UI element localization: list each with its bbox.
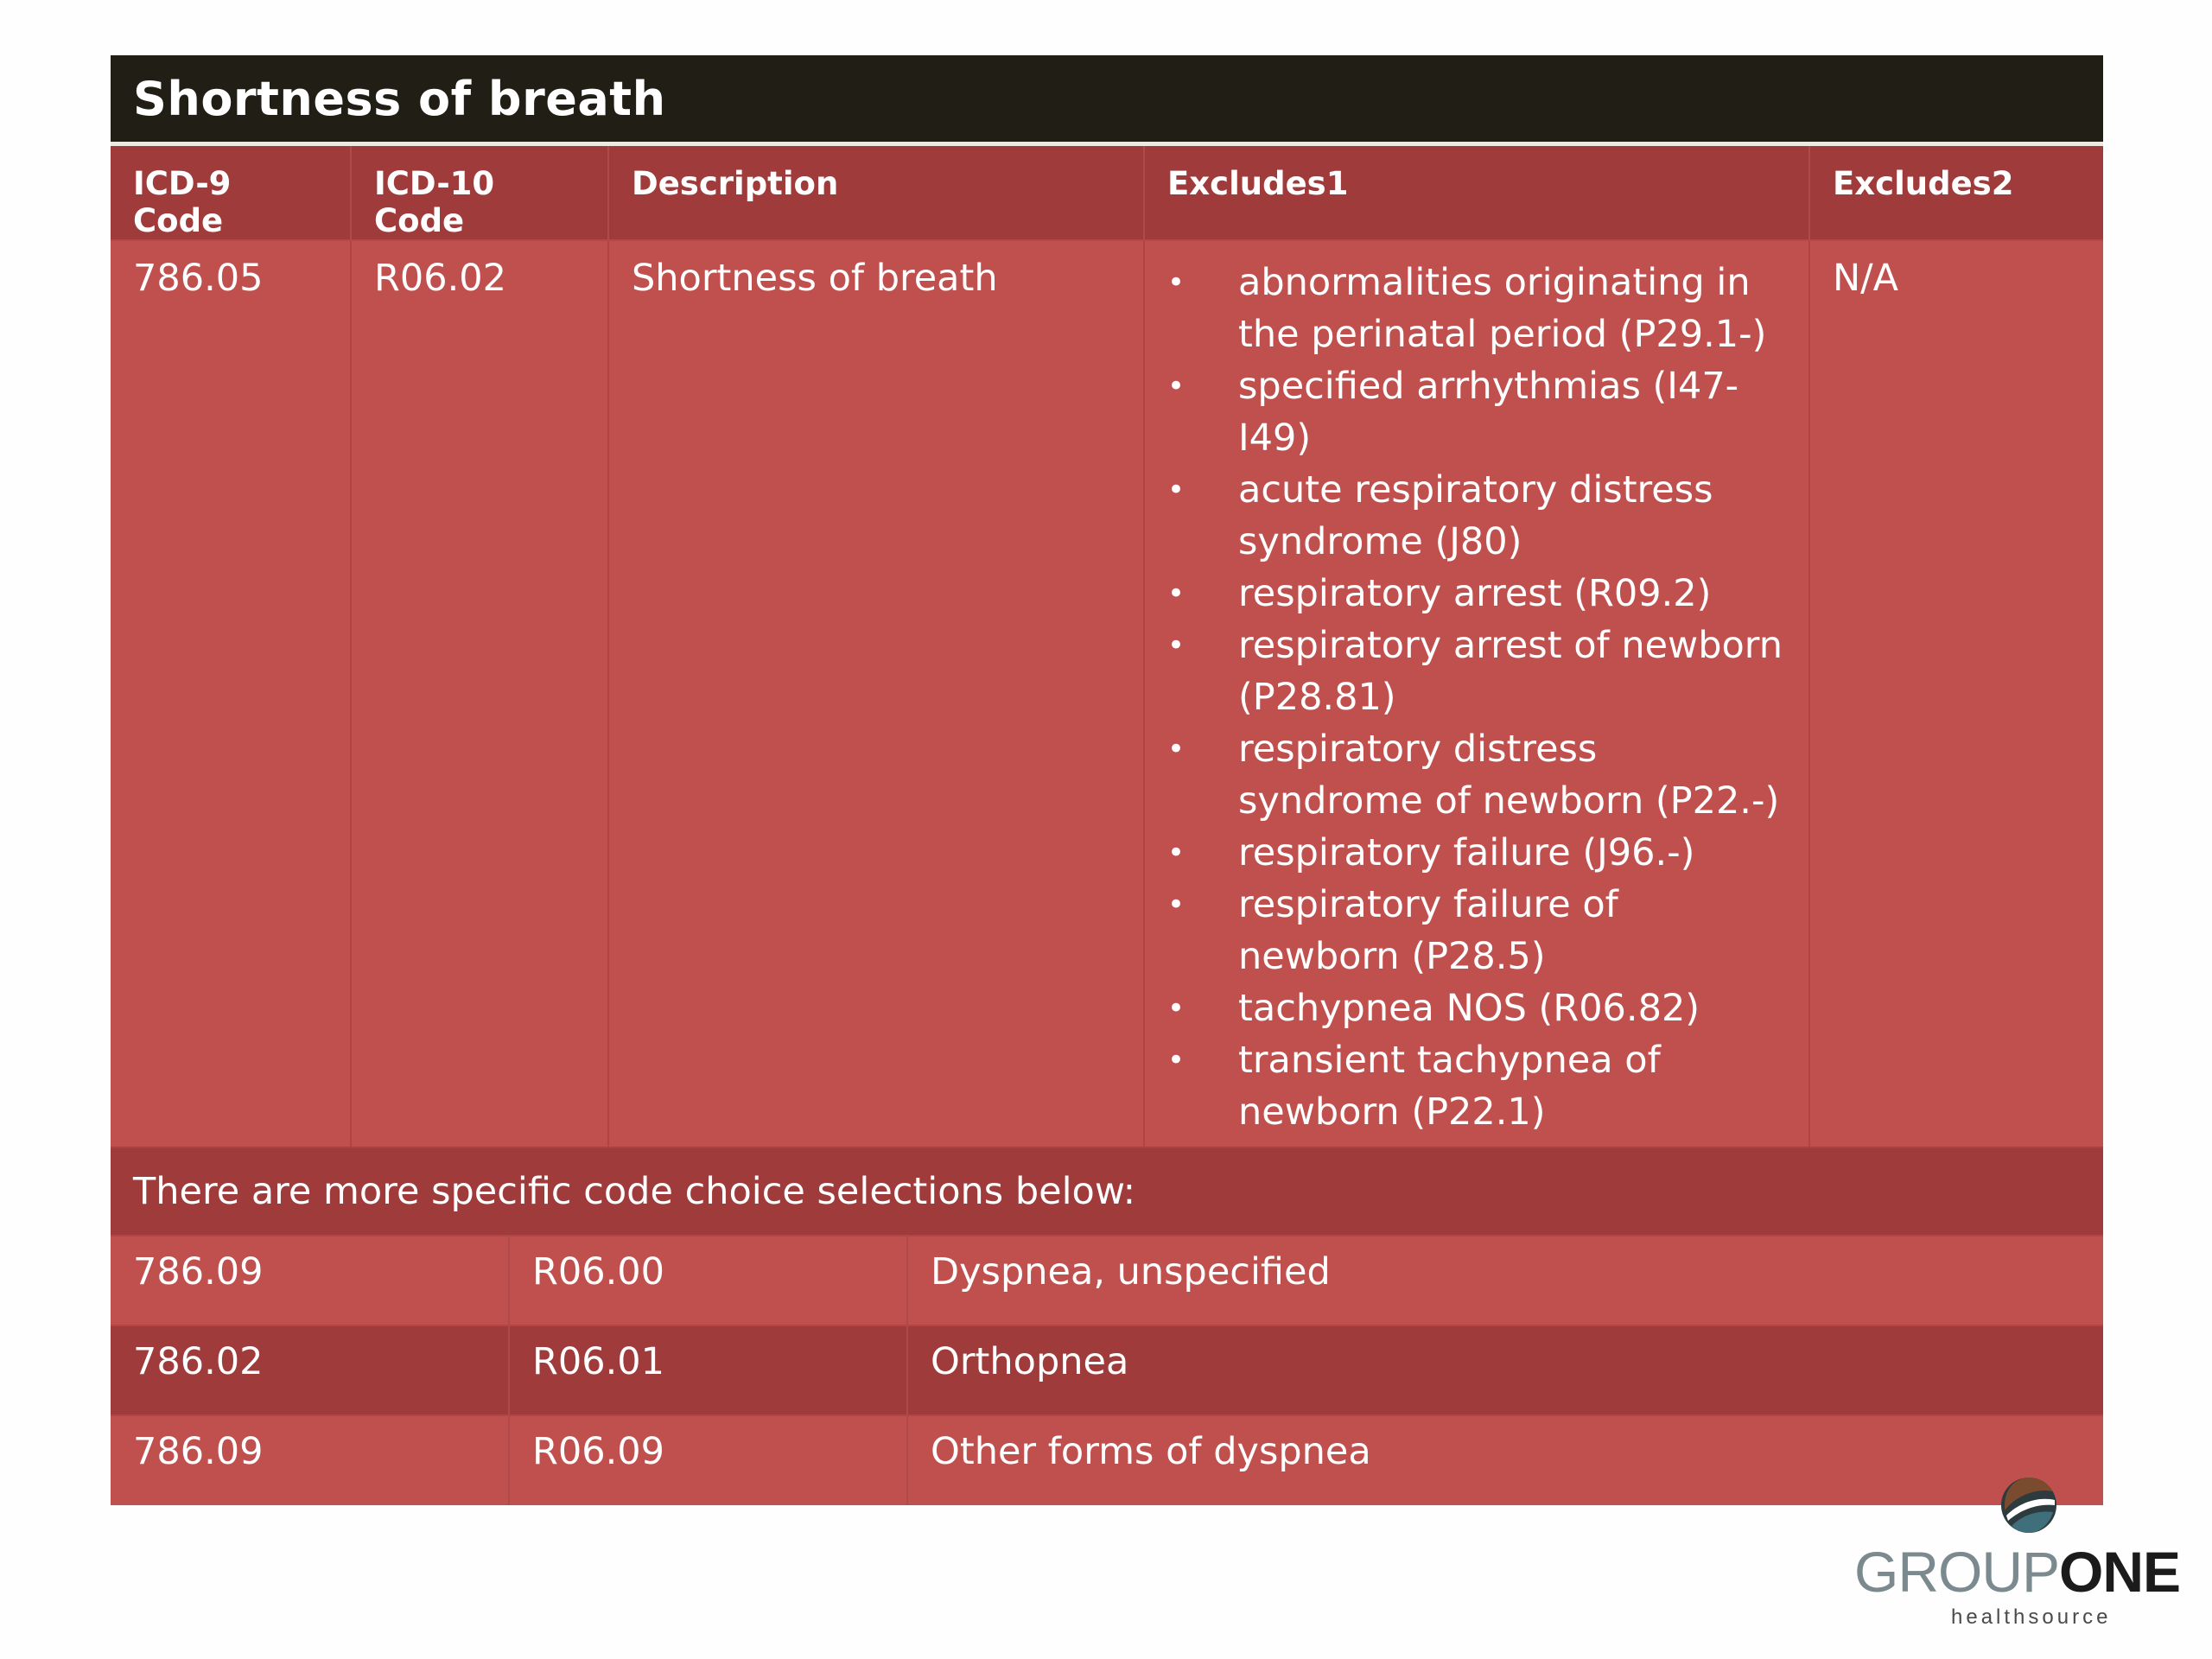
note-row: There are more specific code choice sele…: [111, 1147, 2103, 1235]
cell-icd10: R06.02: [351, 239, 609, 1147]
cell-icd9: 786.02: [111, 1325, 510, 1415]
list-item: respiratory arrest (R09.2): [1167, 568, 1786, 620]
table-row: 786.05 R06.02 Shortness of breath abnorm…: [111, 239, 2103, 1147]
list-item: respiratory arrest of newborn (P28.81): [1167, 620, 1786, 723]
cell-description: Shortness of breath: [608, 239, 1145, 1147]
title-bar: Shortness of breath: [111, 55, 2103, 146]
page-title: Shortness of breath: [133, 71, 666, 126]
cell-icd9: 786.09: [111, 1414, 510, 1505]
header-icd9: ICD-9 Code: [111, 146, 352, 240]
specific-codes-table: 786.09 R06.00 Dyspnea, unspecified 786.0…: [111, 1235, 2103, 1505]
list-item: acute respiratory distress syndrome (J80…: [1167, 464, 1786, 568]
main-code-table: ICD-9 Code ICD-10 Code Description Exclu…: [111, 146, 2103, 1147]
list-item: respiratory distress syndrome of newborn…: [1167, 723, 1786, 827]
excludes1-list: abnormalities originating in the perinat…: [1167, 257, 1786, 1138]
cell-description: Orthopnea: [907, 1325, 2103, 1415]
logo-wordmark: GROUPONE: [1854, 1540, 2181, 1604]
globe-logo-icon: [2001, 1478, 2056, 1533]
cell-excludes1: abnormalities originating in the perinat…: [1144, 239, 1810, 1147]
header-icd10: ICD-10 Code: [351, 146, 609, 240]
cell-icd10: R06.09: [509, 1414, 908, 1505]
table-row: 786.09 R06.09 Other forms of dyspnea: [111, 1414, 2103, 1505]
code-table: Shortness of breath ICD-9 Code ICD-10 Co…: [111, 55, 2103, 1505]
header-excludes2: Excludes2: [1809, 146, 2103, 240]
header-excludes1: Excludes1: [1144, 146, 1810, 240]
table-row: 786.09 R06.00 Dyspnea, unspecified: [111, 1235, 2103, 1325]
cell-icd9: 786.05: [111, 239, 352, 1147]
cell-excludes2: N/A: [1809, 239, 2103, 1147]
cell-description: Dyspnea, unspecified: [907, 1235, 2103, 1325]
list-item: respiratory failure (J96.-): [1167, 827, 1786, 879]
logo-tagline: healthsource: [1951, 1605, 2112, 1629]
cell-icd10: R06.01: [509, 1325, 908, 1415]
list-item: respiratory failure of newborn (P28.5): [1167, 879, 1786, 982]
header-row: ICD-9 Code ICD-10 Code Description Exclu…: [111, 146, 2103, 240]
cell-icd9: 786.09: [111, 1235, 510, 1325]
table-row: 786.02 R06.01 Orthopnea: [111, 1325, 2103, 1415]
note-text: There are more specific code choice sele…: [133, 1170, 1136, 1213]
list-item: abnormalities originating in the perinat…: [1167, 257, 1786, 360]
cell-description: Other forms of dyspnea: [907, 1414, 2103, 1505]
header-description: Description: [608, 146, 1145, 240]
list-item: tachypnea NOS (R06.82): [1167, 982, 1786, 1034]
list-item: specified arrhythmias (I47-I49): [1167, 360, 1786, 464]
company-logo: GROUPONE healthsource: [1854, 1476, 2200, 1640]
list-item: transient tachypnea of newborn (P22.1): [1167, 1034, 1786, 1138]
cell-icd10: R06.00: [509, 1235, 908, 1325]
